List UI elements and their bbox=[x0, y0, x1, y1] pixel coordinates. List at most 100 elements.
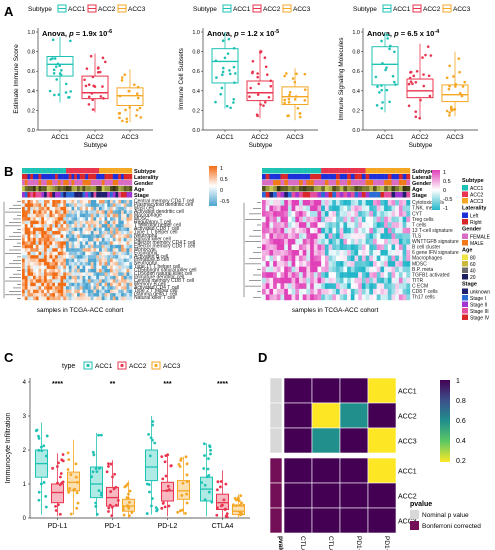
heatmap-cell bbox=[44, 227, 47, 232]
heatmap-cell bbox=[99, 262, 102, 266]
data-point bbox=[69, 512, 73, 516]
row-label: TLS bbox=[412, 234, 422, 240]
heatmap-cell bbox=[74, 224, 78, 228]
data-point bbox=[51, 57, 54, 60]
annotation-cell bbox=[90, 186, 94, 192]
heatmap-cell bbox=[66, 293, 69, 297]
legend-swatch bbox=[462, 314, 468, 320]
heatmap-cell bbox=[361, 283, 366, 290]
heatmap-cell bbox=[88, 224, 91, 228]
heatmap-cell bbox=[306, 283, 311, 290]
heatmap-cell bbox=[291, 227, 296, 234]
legend-title: Subtype bbox=[193, 6, 217, 13]
heatmap-cell bbox=[27, 296, 31, 301]
heatmap-cell bbox=[336, 244, 340, 251]
heatmap-cell bbox=[33, 282, 36, 287]
annotation-cell bbox=[77, 168, 80, 174]
heatmap-cell bbox=[38, 282, 42, 287]
heatmap-cell bbox=[295, 255, 300, 262]
annotation-cell bbox=[339, 168, 344, 174]
y-tick-label: 0.0 bbox=[27, 128, 35, 134]
heatmap-cell bbox=[123, 248, 127, 252]
heatmap-cell bbox=[101, 286, 105, 290]
heatmap-cell bbox=[358, 266, 363, 273]
heatmap-cell bbox=[79, 268, 83, 273]
annotation-cell bbox=[313, 174, 318, 180]
heatmap-cell bbox=[63, 234, 67, 239]
heatmap-cell bbox=[30, 293, 34, 297]
heatmap-cell bbox=[313, 205, 318, 212]
annotation-cell bbox=[66, 168, 69, 174]
data-point bbox=[380, 84, 383, 87]
data-point bbox=[239, 494, 243, 498]
heatmap-cell bbox=[24, 293, 28, 297]
data-point bbox=[97, 489, 101, 493]
heatmap-cell bbox=[276, 227, 281, 234]
annotation-cell bbox=[387, 192, 392, 198]
heatmap-cell bbox=[79, 241, 83, 246]
heatmap-cell bbox=[343, 222, 348, 228]
heatmap-cell bbox=[33, 244, 36, 249]
panel-a-label: A bbox=[4, 4, 14, 19]
data-point bbox=[160, 455, 164, 459]
heatmap-cell bbox=[38, 248, 42, 252]
annotation-cell bbox=[313, 186, 318, 192]
data-point bbox=[287, 114, 290, 118]
data-point bbox=[453, 108, 457, 111]
heatmap-cell bbox=[118, 296, 122, 301]
heatmap-cell bbox=[57, 244, 61, 249]
heatmap-cell bbox=[33, 224, 36, 228]
heatmap-cell bbox=[339, 211, 344, 217]
colorbar bbox=[440, 380, 450, 462]
heatmap-cell bbox=[373, 266, 377, 273]
heatmap-cell bbox=[121, 213, 124, 218]
heatmap-cell bbox=[88, 203, 91, 208]
heatmap-cell bbox=[49, 286, 53, 290]
heatmap-cell bbox=[52, 224, 56, 228]
heatmap-cell bbox=[104, 203, 108, 208]
heatmap-cell bbox=[68, 224, 72, 228]
heatmap-cell bbox=[46, 262, 50, 266]
annotation-cell bbox=[391, 174, 396, 180]
heatmap-cell bbox=[287, 205, 292, 212]
x-tick-label: ACC1 bbox=[376, 134, 394, 141]
heatmap-cell bbox=[339, 277, 344, 284]
data-point bbox=[59, 73, 63, 77]
heatmap-cell bbox=[280, 227, 285, 234]
heatmap-cell bbox=[118, 231, 122, 235]
heatmap-cell bbox=[66, 262, 69, 266]
heatmap-cell bbox=[49, 224, 53, 228]
heatmap-cell bbox=[395, 211, 400, 217]
heatmap-cell bbox=[107, 231, 111, 235]
data-point bbox=[39, 445, 43, 449]
heatmap-cell bbox=[299, 277, 303, 284]
heatmap-cell bbox=[115, 251, 119, 256]
heatmap-cell bbox=[38, 268, 42, 273]
heatmap-cell bbox=[107, 293, 111, 297]
annotation-cell bbox=[71, 174, 75, 180]
heatmap-cell bbox=[126, 206, 130, 211]
annotation-cell bbox=[324, 192, 329, 198]
heatmap-cell bbox=[358, 227, 363, 234]
heatmap-cell bbox=[310, 205, 314, 212]
heatmap-cell bbox=[384, 266, 388, 273]
heatmap-cell bbox=[22, 258, 25, 263]
data-point bbox=[414, 80, 418, 84]
legend-title: Subtype bbox=[462, 178, 484, 184]
y-tick-label: 0.0 bbox=[192, 128, 200, 134]
heatmap-cell bbox=[60, 296, 64, 301]
heatmap-cell bbox=[387, 216, 392, 223]
heatmap-cell bbox=[33, 262, 36, 266]
heatmap-cell bbox=[332, 266, 337, 273]
annotation-cell bbox=[339, 174, 344, 180]
heatmap-cell bbox=[384, 205, 388, 212]
heatmap-cell bbox=[88, 265, 91, 270]
data-point bbox=[91, 75, 95, 79]
x-tick-label: ACC2 bbox=[411, 134, 429, 141]
heatmap-cell bbox=[57, 265, 61, 270]
heatmap-cell bbox=[71, 258, 75, 263]
heatmap-cell bbox=[85, 206, 89, 211]
heatmap-cell bbox=[52, 244, 56, 249]
heatmap-cell bbox=[68, 237, 72, 242]
heatmap-cell bbox=[112, 206, 116, 211]
